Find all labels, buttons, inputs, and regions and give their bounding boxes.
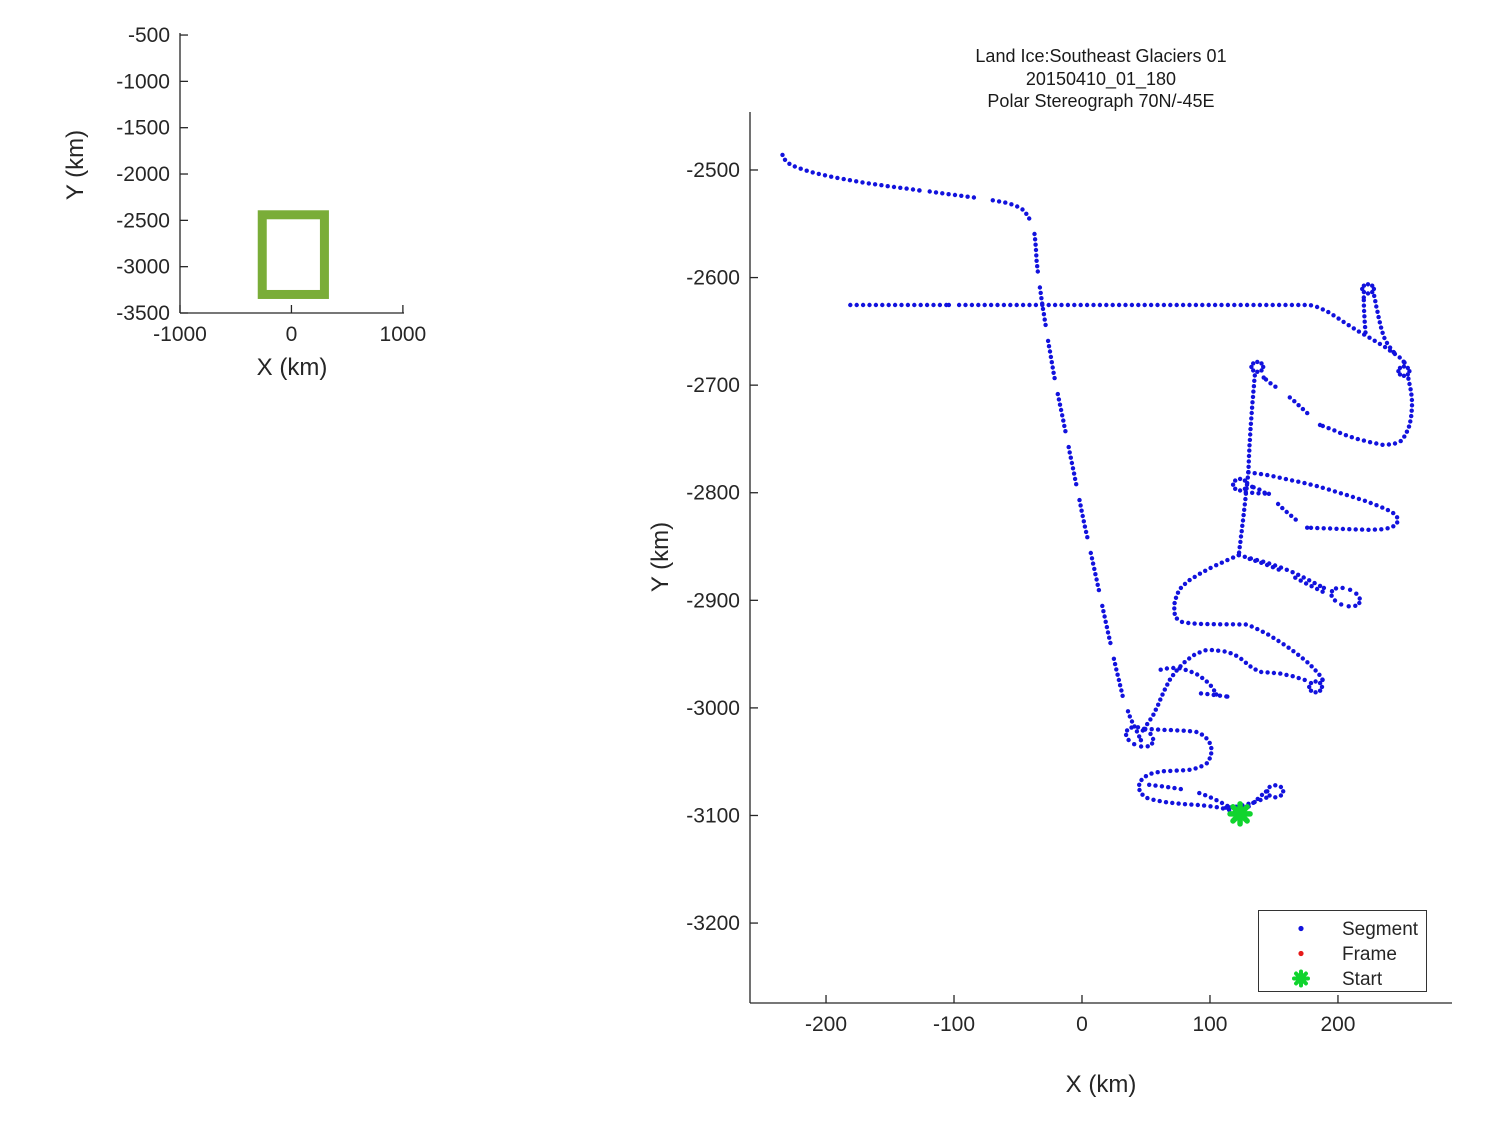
legend-start-asterisk-icon [1292, 969, 1310, 988]
flight-area-box [257, 210, 329, 299]
y-tick-label: -2600 [686, 267, 740, 290]
flight-path-dots [780, 152, 1415, 817]
y-tick-label: -2500 [686, 159, 740, 182]
y-tick-label: -3000 [686, 697, 740, 720]
legend-frame-dot-icon [1298, 950, 1304, 957]
y-tick-label: -3000 [116, 256, 170, 279]
title-line-3: Polar Stereograph 70N/-45E [987, 91, 1215, 111]
y-tick-label: -2700 [686, 374, 740, 397]
legend-segment-dot-icon [1298, 925, 1304, 932]
main-axes: -200 -100 0 100 200 -2500 -2600 -2700 -2800 -2900… [686, 112, 1452, 1036]
y-tick-label: -1000 [116, 70, 170, 93]
y-tick-label: -2900 [686, 589, 740, 612]
x-tick-label: -200 [805, 1013, 847, 1036]
title-line-2: 20150410_01_180 [1025, 68, 1177, 89]
legend-box [1258, 910, 1427, 992]
legend-label-start: Start [1342, 969, 1383, 990]
y-tick-label: -1500 [116, 117, 170, 140]
y-tick-label: -2000 [116, 163, 170, 186]
x-tick-label: 100 [1192, 1013, 1227, 1036]
overview-y-axis-label: Y (km) [62, 129, 89, 201]
main-y-axis-label: Y (km) [647, 521, 674, 593]
start-marker [1227, 801, 1253, 827]
y-tick-label: -2500 [116, 209, 170, 232]
y-tick-label: -3100 [686, 804, 740, 827]
main-x-axis-label: X (km) [1065, 1071, 1137, 1098]
y-tick-label: -3200 [686, 912, 740, 935]
y-tick-label: -500 [128, 24, 170, 47]
main-plot-title: Land Ice:Southeast Glaciers 01 20150410_… [750, 45, 1452, 113]
legend-label-segment: Segment [1342, 919, 1419, 940]
x-tick-label: -1000 [153, 323, 207, 346]
y-tick-label: -3500 [116, 302, 170, 325]
x-tick-label: 1000 [380, 323, 427, 346]
x-tick-label: -100 [933, 1013, 975, 1036]
overview-axes: -1000 0 1000 -500 -1000 -1500 -2000 -2500 -3000 -… [116, 24, 426, 346]
x-tick-label: 0 [1076, 1013, 1088, 1036]
overview-x-axis-label: X (km) [256, 354, 328, 381]
title-line-1: Land Ice:Southeast Glaciers 01 [975, 46, 1227, 66]
legend-label-frame: Frame [1342, 944, 1397, 965]
y-tick-label: -2800 [686, 482, 740, 505]
legend: Segment Frame Start [1258, 910, 1427, 992]
x-tick-label: 200 [1320, 1013, 1355, 1036]
x-tick-label: 0 [286, 323, 298, 346]
